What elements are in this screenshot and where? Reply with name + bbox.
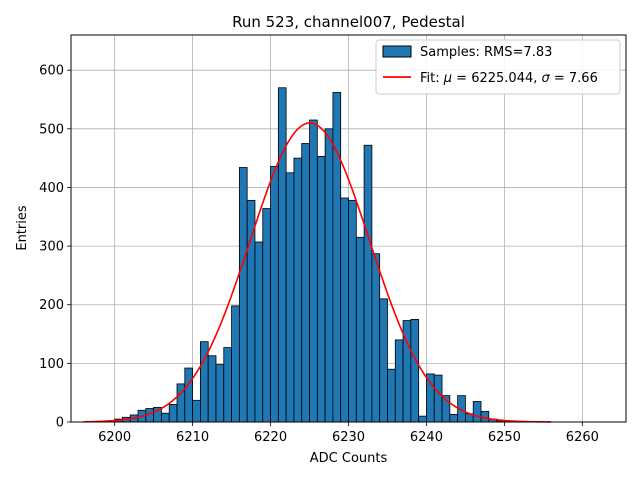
histogram-bar: [348, 199, 357, 423]
histogram-bar: [309, 119, 318, 423]
y-tick-label: 600: [39, 64, 64, 79]
histogram-bar: [161, 412, 170, 423]
histogram-bar: [355, 236, 365, 423]
histogram-bar: [223, 347, 232, 423]
x-tick-label: 6250: [488, 430, 521, 445]
legend-fit-sigma-symbol: σ: [542, 71, 551, 86]
histogram-bar: [379, 298, 388, 423]
histogram-bar: [426, 373, 435, 423]
y-axis-label: Entries: [15, 205, 30, 251]
histogram-bar: [246, 199, 256, 423]
y-tick-label: 300: [39, 240, 64, 255]
legend-fit-mu-value: = 6225.044,: [452, 71, 541, 86]
histogram-bar: [184, 367, 194, 423]
histogram-bar: [254, 241, 264, 423]
legend-label-samples: Samples: RMS=7.83: [420, 45, 552, 60]
histogram-bar: [449, 413, 459, 423]
x-axis-ticks: 6200 6210 6220 6230 6240 6250 6260: [98, 422, 599, 445]
histogram-bar: [270, 165, 279, 423]
histogram-bar: [418, 415, 427, 423]
histogram-bar: [410, 318, 420, 423]
legend-fit-prefix: Fit:: [420, 71, 444, 86]
chart-title: Run 523, channel007, Pedestal: [232, 13, 465, 31]
legend-fit-sigma-value: = 7.66: [550, 71, 598, 86]
histogram-bar: [394, 339, 404, 423]
y-tick-label: 500: [39, 122, 64, 137]
legend-fit-mu-symbol: μ: [443, 71, 452, 86]
histogram-bar: [293, 157, 303, 423]
histogram-bar: [168, 404, 178, 423]
histogram-bar: [301, 143, 310, 423]
histogram-bar: [277, 87, 287, 423]
histogram-bar: [215, 364, 225, 423]
y-tick-label: 200: [39, 298, 64, 313]
y-tick-label: 0: [56, 416, 64, 431]
histogram-bar: [433, 374, 443, 423]
legend-label-fit: Fit: μ = 6225.044, σ = 7.66: [420, 71, 598, 86]
histogram-bar: [192, 399, 201, 423]
x-tick-label: 6220: [254, 430, 287, 445]
histogram-bars: [98, 87, 536, 423]
histogram-bar: [371, 253, 381, 423]
histogram-bar: [472, 401, 482, 423]
y-axis-ticks: 0 100 200 300 400 500 600: [39, 64, 71, 431]
histogram-bar: [363, 144, 373, 423]
legend-frame: [375, 39, 621, 95]
x-axis-label: ADC Counts: [310, 451, 388, 466]
histogram-bar: [238, 167, 248, 423]
x-tick-label: 6260: [566, 430, 599, 445]
x-tick-label: 6210: [176, 430, 209, 445]
histogram-bar: [262, 208, 271, 423]
histogram-bar: [324, 128, 334, 423]
legend-swatch-samples: [382, 45, 412, 58]
y-tick-label: 400: [39, 181, 64, 196]
x-tick-label: 6240: [410, 430, 443, 445]
histogram-bar: [387, 368, 396, 423]
histogram-bar: [316, 155, 326, 423]
histogram-bar: [231, 305, 240, 423]
histogram-bar: [207, 355, 217, 423]
legend: Samples: RMS=7.83 Fit: μ = 6225.044, σ =…: [375, 39, 621, 95]
x-tick-label: 6200: [98, 430, 131, 445]
histogram-bar: [332, 92, 342, 423]
y-tick-label: 100: [39, 357, 64, 372]
fit-curve: [83, 122, 552, 423]
histogram-bar: [285, 172, 295, 423]
histogram-bar: [340, 197, 349, 423]
x-tick-label: 6230: [332, 430, 365, 445]
